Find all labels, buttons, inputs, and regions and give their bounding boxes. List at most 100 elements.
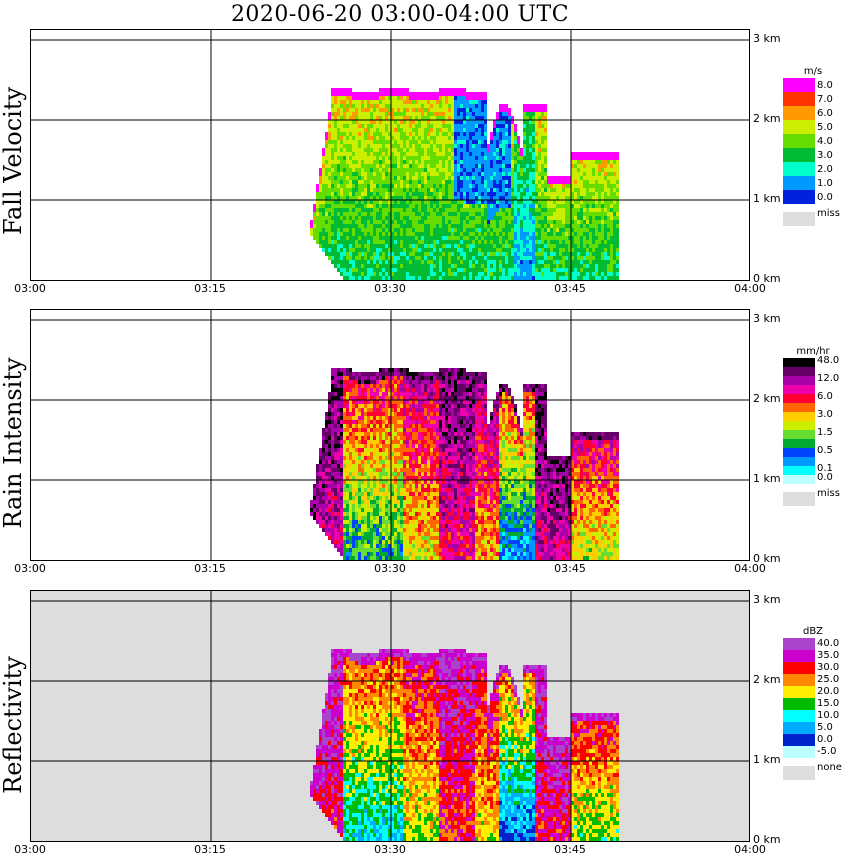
echo-cell bbox=[466, 240, 469, 244]
echo-cell bbox=[577, 224, 580, 228]
echo-cell bbox=[409, 188, 412, 192]
echo-cell bbox=[481, 196, 484, 200]
echo-cell bbox=[424, 92, 427, 96]
echo-cell bbox=[586, 252, 589, 256]
echo-cell bbox=[520, 152, 523, 156]
echo-cell bbox=[370, 252, 373, 256]
echo-cell bbox=[358, 456, 361, 460]
echo-cell bbox=[331, 376, 334, 380]
echo-cell bbox=[409, 124, 412, 128]
echo-cell bbox=[457, 184, 460, 188]
echo-cell bbox=[373, 540, 376, 544]
echo-cell bbox=[457, 144, 460, 148]
echo-cell bbox=[394, 132, 397, 136]
echo-cell bbox=[556, 188, 559, 192]
echo-cell bbox=[559, 248, 562, 252]
echo-cell bbox=[337, 136, 340, 140]
echo-cell bbox=[364, 500, 367, 504]
echo-cell bbox=[337, 228, 340, 232]
echo-cell bbox=[364, 100, 367, 104]
echo-cell bbox=[616, 176, 619, 180]
echo-cell bbox=[499, 136, 502, 140]
echo-cell bbox=[322, 160, 325, 164]
echo-cell bbox=[370, 476, 373, 480]
echo-cell bbox=[490, 184, 493, 188]
echo-cell bbox=[571, 160, 574, 164]
echo-cell bbox=[523, 256, 526, 260]
echo-cell bbox=[364, 164, 367, 168]
echo-cell bbox=[325, 472, 328, 476]
echo-cell bbox=[349, 404, 352, 408]
echo-cell bbox=[559, 224, 562, 228]
echo-cell bbox=[436, 240, 439, 244]
echo-cell bbox=[337, 540, 340, 544]
echo-cell bbox=[613, 224, 616, 228]
echo-cell bbox=[508, 236, 511, 240]
echo-cell bbox=[532, 152, 535, 156]
echo-cell bbox=[334, 408, 337, 412]
echo-cell bbox=[361, 384, 364, 388]
echo-cell bbox=[442, 172, 445, 176]
echo-cell bbox=[409, 112, 412, 116]
echo-cell bbox=[388, 240, 391, 244]
echo-cell bbox=[346, 172, 349, 176]
echo-cell bbox=[466, 156, 469, 160]
echo-cell bbox=[346, 404, 349, 408]
echo-cell bbox=[463, 212, 466, 216]
echo-cell bbox=[403, 92, 406, 96]
echo-cell bbox=[520, 244, 523, 248]
echo-cell bbox=[433, 112, 436, 116]
echo-cell bbox=[316, 516, 319, 520]
echo-cell bbox=[358, 424, 361, 428]
echo-cell bbox=[595, 248, 598, 252]
echo-cell bbox=[526, 256, 529, 260]
echo-cell bbox=[409, 140, 412, 144]
echo-cell bbox=[403, 204, 406, 208]
echo-cell bbox=[313, 492, 316, 496]
echo-cell bbox=[394, 188, 397, 192]
echo-cell bbox=[460, 120, 463, 124]
echo-cell bbox=[490, 256, 493, 260]
echo-cell bbox=[538, 176, 541, 180]
echo-cell bbox=[526, 132, 529, 136]
echo-cell bbox=[334, 416, 337, 420]
echo-cell bbox=[379, 120, 382, 124]
echo-cell bbox=[343, 132, 346, 136]
echo-cell bbox=[349, 120, 352, 124]
echo-cell bbox=[442, 192, 445, 196]
echo-cell bbox=[457, 212, 460, 216]
echo-cell bbox=[319, 480, 322, 484]
echo-cell bbox=[601, 180, 604, 184]
echo-cell bbox=[454, 236, 457, 240]
echo-cell bbox=[343, 164, 346, 168]
echo-cell bbox=[406, 204, 409, 208]
echo-cell bbox=[550, 204, 553, 208]
echo-cell bbox=[352, 200, 355, 204]
echo-cell bbox=[370, 268, 373, 272]
echo-cell bbox=[553, 208, 556, 212]
echo-cell bbox=[337, 120, 340, 124]
echo-cell bbox=[568, 208, 571, 212]
echo-cell bbox=[385, 192, 388, 196]
echo-cell bbox=[364, 228, 367, 232]
echo-cell bbox=[331, 252, 334, 256]
echo-cell bbox=[388, 180, 391, 184]
echo-cell bbox=[358, 556, 361, 560]
echo-cell bbox=[442, 232, 445, 236]
echo-cell bbox=[436, 276, 439, 280]
echo-cell bbox=[364, 432, 367, 436]
echo-cell bbox=[409, 100, 412, 104]
echo-cell bbox=[370, 500, 373, 504]
echo-cell bbox=[349, 92, 352, 96]
echo-cell bbox=[403, 260, 406, 264]
echo-cell bbox=[319, 244, 322, 248]
echo-cell bbox=[409, 116, 412, 120]
echo-cell bbox=[418, 208, 421, 212]
echo-cell bbox=[466, 232, 469, 236]
echo-cell bbox=[574, 268, 577, 272]
echo-cell bbox=[427, 212, 430, 216]
echo-cell bbox=[397, 148, 400, 152]
echo-cell bbox=[535, 120, 538, 124]
echo-cell bbox=[475, 232, 478, 236]
echo-cell bbox=[571, 252, 574, 256]
